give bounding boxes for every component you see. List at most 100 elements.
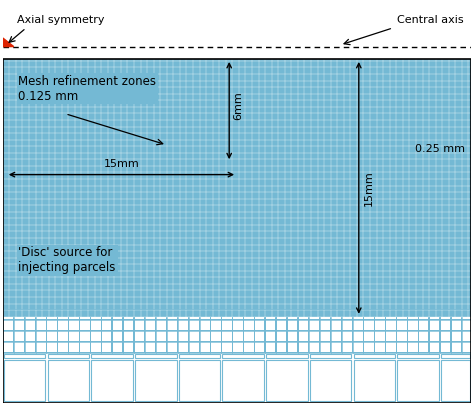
Bar (331, 320, 341, 330)
Bar (47, 354, 89, 358)
Bar (211, 320, 221, 330)
Bar (408, 331, 418, 341)
Bar (255, 331, 264, 341)
Bar (25, 317, 35, 319)
Bar (91, 317, 100, 319)
Bar (354, 360, 395, 401)
Bar (419, 342, 428, 352)
Bar (233, 320, 243, 330)
Bar (463, 320, 471, 330)
Bar (419, 331, 428, 341)
Bar (156, 331, 166, 341)
Bar (179, 354, 220, 358)
Bar (113, 320, 122, 330)
Bar (146, 342, 155, 352)
Bar (3, 317, 13, 319)
Bar (353, 320, 363, 330)
Bar (288, 331, 297, 341)
Text: Axial symmetry: Axial symmetry (17, 15, 104, 25)
Bar (310, 331, 319, 341)
Bar (102, 342, 111, 352)
Bar (211, 331, 221, 341)
Bar (430, 317, 439, 319)
Bar (331, 331, 341, 341)
Bar (178, 342, 188, 352)
Bar (441, 342, 450, 352)
Bar (255, 320, 264, 330)
Bar (408, 320, 418, 330)
Bar (320, 331, 330, 341)
Bar (3, 331, 13, 341)
Bar (353, 331, 363, 341)
Bar (310, 342, 319, 352)
Bar (375, 317, 385, 319)
Bar (408, 317, 418, 319)
Bar (386, 342, 396, 352)
Text: 0.25 mm: 0.25 mm (415, 144, 465, 154)
Bar (222, 360, 264, 401)
Bar (14, 331, 24, 341)
Bar (189, 317, 199, 319)
Bar (277, 320, 286, 330)
Bar (91, 342, 100, 352)
Bar (244, 317, 254, 319)
Bar (266, 320, 275, 330)
Bar (58, 342, 68, 352)
Bar (102, 320, 111, 330)
Bar (3, 59, 471, 317)
Bar (36, 317, 46, 319)
Bar (25, 320, 35, 330)
Bar (233, 342, 243, 352)
Bar (124, 320, 133, 330)
Bar (211, 317, 221, 319)
Bar (386, 331, 396, 341)
Bar (452, 342, 461, 352)
Bar (178, 320, 188, 330)
Bar (135, 342, 144, 352)
Bar (69, 320, 79, 330)
Bar (91, 320, 100, 330)
Text: 15mm: 15mm (364, 170, 374, 206)
Bar (331, 342, 341, 352)
Bar (320, 317, 330, 319)
Bar (58, 317, 68, 319)
Bar (178, 331, 188, 341)
Bar (167, 317, 177, 319)
Bar (124, 342, 133, 352)
Bar (14, 342, 24, 352)
Bar (397, 320, 407, 330)
Bar (69, 331, 79, 341)
Bar (364, 342, 374, 352)
Bar (189, 320, 199, 330)
Text: 15mm: 15mm (104, 159, 139, 169)
Bar (441, 331, 450, 341)
Bar (91, 354, 133, 358)
Bar (14, 317, 24, 319)
Bar (25, 342, 35, 352)
Bar (386, 317, 396, 319)
Bar (353, 342, 363, 352)
Bar (47, 342, 57, 352)
Bar (353, 317, 363, 319)
Bar (80, 331, 90, 341)
Bar (342, 342, 352, 352)
Bar (255, 342, 264, 352)
Bar (342, 320, 352, 330)
Bar (25, 331, 35, 341)
Bar (3, 320, 13, 330)
Bar (58, 331, 68, 341)
Bar (200, 320, 210, 330)
Text: 'Disc' source for
injecting parcels: 'Disc' source for injecting parcels (18, 247, 116, 274)
Bar (80, 342, 90, 352)
Bar (233, 317, 243, 319)
Bar (463, 331, 471, 341)
Bar (222, 320, 232, 330)
Bar (430, 331, 439, 341)
Bar (222, 317, 232, 319)
Bar (342, 331, 352, 341)
Bar (310, 320, 319, 330)
Bar (167, 342, 177, 352)
Bar (310, 354, 351, 358)
Bar (244, 320, 254, 330)
Bar (58, 320, 68, 330)
